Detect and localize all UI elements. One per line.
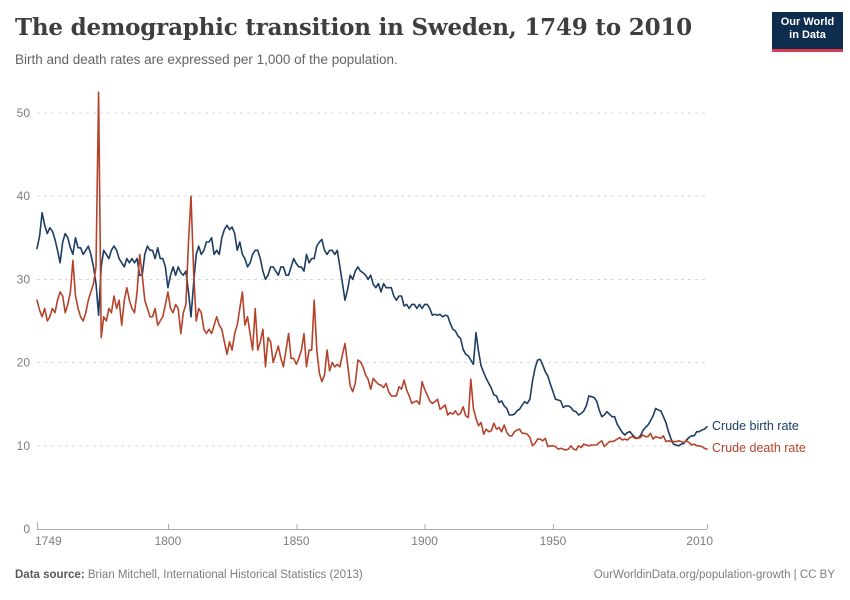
owid-logo-line2: in Data xyxy=(789,29,826,41)
x-tick-label-1749: 1749 xyxy=(35,534,62,548)
data-source-text: Brian Mitchell, International Historical… xyxy=(84,569,363,581)
data-source-label: Data source: xyxy=(15,569,85,581)
legend-label-birth-rate[interactable]: Crude birth rate xyxy=(712,419,799,433)
y-tick-label-0: 0 xyxy=(23,522,30,536)
y-tick-label-30: 30 xyxy=(17,272,31,286)
death-rate-line[interactable] xyxy=(36,91,708,451)
chart-canvas[interactable]: 0 10 20 30 40 50 1749 1800 1850 1900 1950 2010 xyxy=(0,85,850,560)
chart-subtitle: Birth and death rates are expressed per … xyxy=(15,52,398,67)
chart-footer: Data source: Brian Mitchell, Internation… xyxy=(15,569,835,581)
x-tick-label-2010: 2010 xyxy=(686,534,713,548)
owid-url-link[interactable]: OurWorldinData.org/population-growth | C… xyxy=(593,569,835,581)
y-tick-label-20: 20 xyxy=(17,356,31,370)
owid-logo-line1: Our World xyxy=(780,16,835,28)
legend-label-death-rate[interactable]: Crude death rate xyxy=(712,441,806,455)
birth-rate-line[interactable] xyxy=(36,212,708,447)
y-tick-label-40: 40 xyxy=(17,189,31,203)
x-tick-label-1900: 1900 xyxy=(411,534,438,548)
y-tick-label-50: 50 xyxy=(17,106,31,120)
data-source: Data source: Brian Mitchell, Internation… xyxy=(15,569,363,581)
x-tick-label-1850: 1850 xyxy=(283,534,310,548)
x-tick-label-1950: 1950 xyxy=(540,534,567,548)
owid-logo[interactable]: Our World in Data xyxy=(772,12,843,52)
page-title: The demographic transition in Sweden, 17… xyxy=(15,14,692,41)
x-tick-label-1800: 1800 xyxy=(155,534,182,548)
y-tick-label-10: 10 xyxy=(17,439,31,453)
